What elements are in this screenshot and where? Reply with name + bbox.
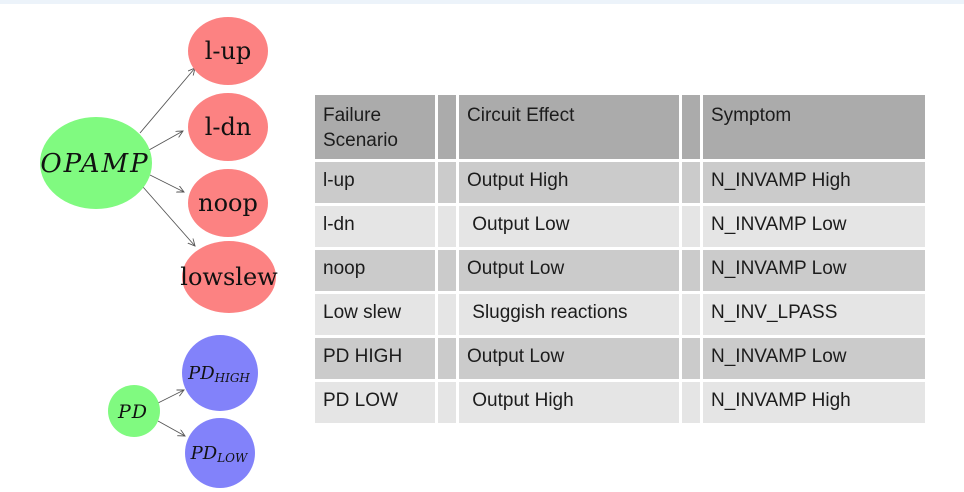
ldn-ellipse <box>188 93 268 161</box>
noop-label: noop <box>198 189 258 217</box>
header-failure-scenario: Failure Scenario <box>323 105 398 152</box>
cell-effect: Output Low <box>467 346 565 368</box>
cell-spacer <box>438 162 456 203</box>
table-row: l-dn Output Low N_INVAMP Low <box>315 206 925 248</box>
edge-opamp-lup <box>139 68 195 134</box>
pd-high-label: PDHIGH <box>187 363 250 385</box>
opamp-ellipse <box>40 117 152 209</box>
cell-scenario: noop <box>323 258 366 280</box>
pd-low-circle <box>185 418 255 488</box>
table-header-row: Failure Scenario Circuit Effect Symptom <box>315 95 925 160</box>
cell-spacer <box>438 250 456 291</box>
lowslew-label: lowslew <box>180 263 278 291</box>
window-top-strip <box>0 0 964 4</box>
cell-effect: Output Low <box>467 214 570 236</box>
cell-symptom: N_INVAMP Low <box>711 214 847 236</box>
cell-scenario: PD LOW <box>323 390 398 412</box>
edge-pd-high <box>157 390 184 404</box>
edge-opamp-ldn <box>148 131 183 151</box>
pd-low-label: PDLOW <box>190 443 249 465</box>
cell-effect: Output Low <box>467 258 565 280</box>
cell-spacer <box>682 162 700 203</box>
cell-scenario: l-dn <box>323 214 355 236</box>
cell-spacer <box>438 206 456 247</box>
edge-opamp-noop <box>149 174 184 192</box>
cell-symptom: N_INVAMP High <box>711 170 851 192</box>
fault-tree-diagram: OPAMP l-up l-dn noop lowslew PD PDHIGH P… <box>40 17 278 488</box>
cell-effect: Output High <box>467 170 569 192</box>
pd-tree-edges <box>157 390 185 436</box>
cell-spacer <box>682 250 700 291</box>
lowslew-ellipse <box>182 241 276 313</box>
opamp-label: OPAMP <box>40 149 149 179</box>
header-circuit-effect: Circuit Effect <box>467 105 575 126</box>
noop-ellipse <box>188 169 268 237</box>
cell-spacer <box>682 338 700 379</box>
header-spacer-2 <box>682 95 700 159</box>
cell-scenario: l-up <box>323 170 355 192</box>
cell-symptom: N_INV_LPASS <box>711 302 838 324</box>
node-ldn: l-dn <box>188 93 268 161</box>
edge-pd-low <box>157 420 185 436</box>
cell-spacer <box>682 206 700 247</box>
node-opamp: OPAMP <box>40 117 152 209</box>
cell-spacer <box>438 294 456 335</box>
table-row: l-up Output High N_INVAMP High <box>315 162 925 204</box>
header-symptom: Symptom <box>711 105 792 126</box>
cell-scenario: Low slew <box>323 302 402 324</box>
cell-spacer <box>438 382 456 423</box>
ldn-label: l-dn <box>205 113 252 141</box>
cell-spacer <box>682 294 700 335</box>
table-row: PD LOW Output High N_INVAMP High <box>315 382 925 424</box>
pd-circle <box>108 385 160 437</box>
opamp-tree-edges <box>139 68 195 246</box>
cell-symptom: N_INVAMP Low <box>711 258 847 280</box>
lup-label: l-up <box>205 37 252 65</box>
cell-effect: Output High <box>467 390 574 412</box>
node-lowslew: lowslew <box>180 241 278 313</box>
lup-ellipse <box>188 17 268 85</box>
cell-spacer <box>682 382 700 423</box>
pd-label: PD <box>117 401 148 423</box>
table-row: Low slew Sluggish reactions N_INV_LPASS <box>315 294 925 336</box>
node-pd-low: PDLOW <box>185 418 255 488</box>
failure-scenario-table: Failure Scenario Circuit Effect Symptom … <box>312 92 928 426</box>
table-row: noop Output Low N_INVAMP Low <box>315 250 925 292</box>
cell-scenario: PD HIGH <box>323 346 403 368</box>
cell-effect: Sluggish reactions <box>467 302 628 324</box>
pd-high-circle <box>182 335 258 411</box>
node-noop: noop <box>188 169 268 237</box>
edge-opamp-lowslew <box>142 186 195 246</box>
node-pd-high: PDHIGH <box>182 335 258 411</box>
node-lup: l-up <box>188 17 268 85</box>
cell-spacer <box>438 338 456 379</box>
cell-symptom: N_INVAMP Low <box>711 346 847 368</box>
table-row: PD HIGH Output Low N_INVAMP Low <box>315 338 925 380</box>
node-pd: PD <box>108 385 160 437</box>
cell-symptom: N_INVAMP High <box>711 390 851 412</box>
header-spacer-1 <box>438 95 456 159</box>
